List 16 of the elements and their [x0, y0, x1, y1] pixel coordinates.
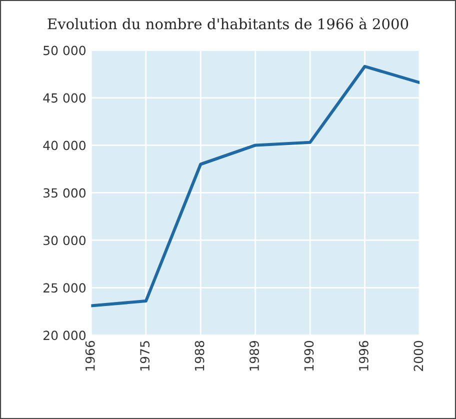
x-tick-label: 2000	[414, 340, 424, 371]
x-tick-label: 1975	[140, 341, 150, 370]
chart-title: Evolution du nombre d'habitants de 1966 à 2000	[48, 18, 408, 30]
x-tick-label: 1989	[250, 340, 259, 370]
y-tick-label: 35 000	[44, 188, 86, 198]
line-series	[91, 64, 420, 308]
x-tick-label: 1996	[358, 340, 368, 370]
y-tick-label: 25 000	[44, 283, 86, 293]
x-tick-label: 1990	[304, 340, 314, 370]
y-tick-label: 20 000	[44, 330, 86, 340]
x-tick-label: 1966	[85, 340, 95, 370]
y-tick-label: 45 000	[43, 93, 86, 103]
y-tick-label: 50 000	[44, 46, 86, 56]
y-tick-label: 40 000	[43, 140, 86, 150]
x-tick-label: 1988	[194, 340, 204, 370]
y-tick-label: 30 000	[44, 236, 86, 246]
